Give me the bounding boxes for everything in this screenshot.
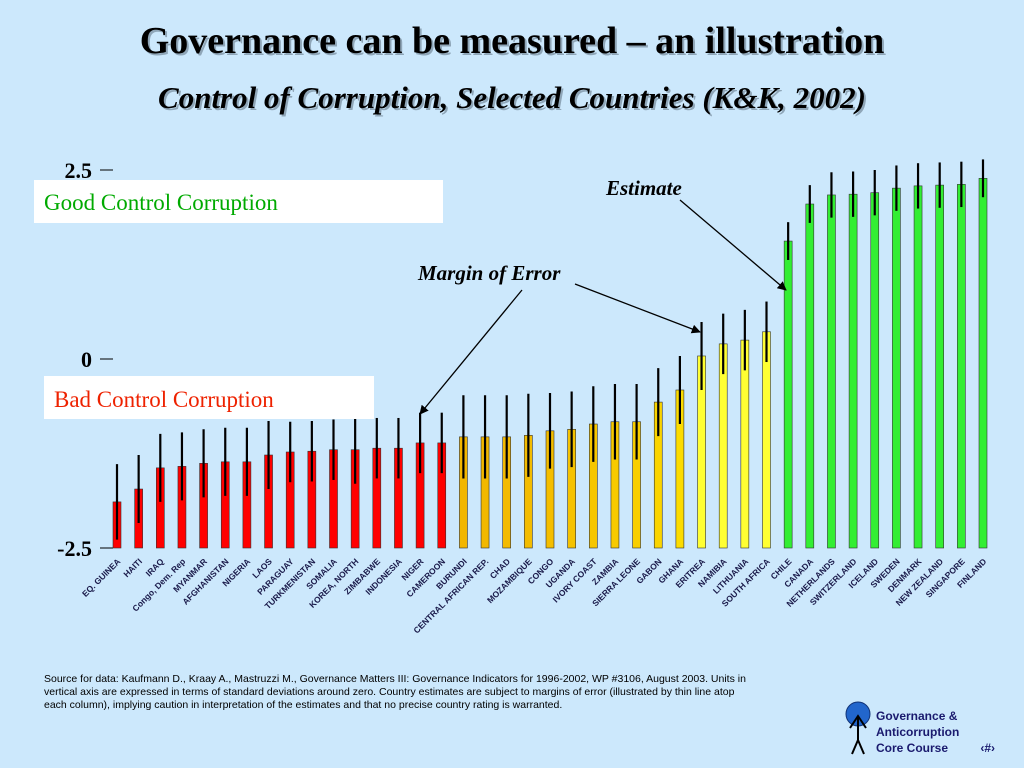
good-box	[34, 180, 443, 223]
logo-line: Anticorruption	[876, 725, 959, 739]
bar	[935, 184, 945, 549]
logo-text: Governance & Anticorruption Core Course ‹#›	[876, 709, 995, 755]
bar	[805, 203, 815, 549]
y-tick-label: 2.5	[65, 158, 93, 183]
y-tick-label: -2.5	[57, 536, 92, 561]
bar	[892, 187, 901, 549]
bar	[718, 343, 728, 549]
source-line: Source for data: Kaufmann D., Kraay A., …	[44, 673, 746, 685]
bar	[740, 339, 750, 549]
chart-subtitle: Control of Corruption, Selected Countrie…	[158, 80, 866, 115]
bar	[870, 192, 880, 549]
x-tick-label: HAITI	[121, 556, 144, 579]
bar	[783, 240, 793, 549]
bar	[957, 184, 966, 549]
source-line: vertical axis are expressed in terms of …	[44, 686, 735, 698]
bar	[978, 178, 988, 549]
logo-figure	[849, 714, 867, 755]
good-label: Good Control Corruption	[44, 190, 278, 215]
page-number: ‹#›	[980, 741, 995, 755]
bar	[848, 193, 858, 549]
bar	[913, 185, 923, 549]
bad-label: Bad Control Corruption	[54, 387, 274, 412]
logo-line: Governance &	[876, 709, 958, 723]
bar	[762, 331, 771, 549]
subtitle-shadow: Control of Corruption, Selected Countrie…	[160, 82, 868, 117]
estimate-label: Estimate	[605, 176, 682, 200]
arrow	[574, 283, 701, 334]
x-tick-label: EQ. GUINEA	[80, 556, 122, 598]
title-shadow: Governance can be measured – an illustra…	[142, 22, 887, 64]
arrow	[679, 199, 787, 291]
y-tick-label: 0	[81, 347, 92, 372]
margin-label: Margin of Error	[417, 261, 561, 285]
logo-line: Core Course	[876, 741, 948, 755]
bad-box	[44, 376, 374, 419]
source-line: each column), implying caution in interp…	[44, 699, 562, 711]
bar	[827, 194, 836, 549]
chart-title: Governance can be measured – an illustra…	[140, 20, 885, 62]
source-note: Source for data: Kaufmann D., Kraay A., …	[44, 673, 746, 711]
arrow	[419, 289, 523, 415]
